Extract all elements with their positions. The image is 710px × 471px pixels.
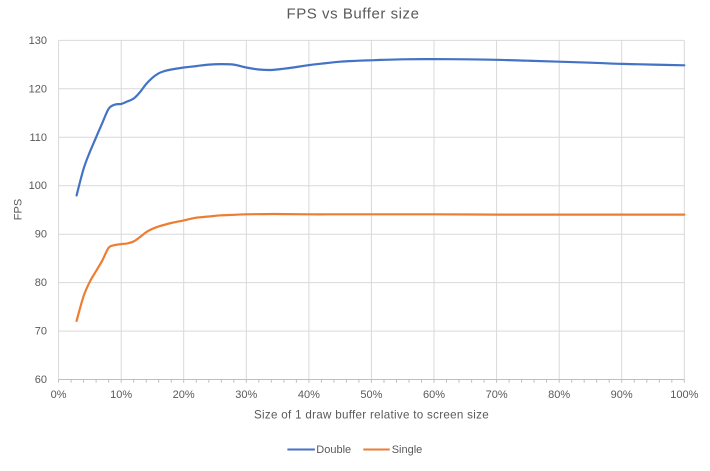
svg-text:FPS vs Buffer size: FPS vs Buffer size (287, 6, 420, 23)
svg-text:Double: Double (316, 444, 351, 456)
svg-text:20%: 20% (173, 389, 195, 401)
svg-text:30%: 30% (235, 389, 257, 401)
svg-text:50%: 50% (360, 389, 382, 401)
svg-text:70%: 70% (486, 389, 508, 401)
svg-text:120: 120 (29, 83, 47, 95)
svg-text:130: 130 (29, 35, 47, 47)
svg-text:80: 80 (35, 277, 47, 289)
svg-text:100: 100 (29, 180, 47, 192)
svg-text:Single: Single (392, 444, 423, 456)
svg-text:110: 110 (29, 132, 47, 144)
svg-text:FPS: FPS (12, 199, 24, 220)
svg-text:90%: 90% (611, 389, 633, 401)
svg-text:60%: 60% (423, 389, 445, 401)
svg-text:100%: 100% (670, 389, 698, 401)
svg-text:90: 90 (35, 229, 47, 241)
svg-text:10%: 10% (110, 389, 132, 401)
svg-text:0%: 0% (51, 389, 67, 401)
svg-text:60: 60 (35, 374, 47, 386)
svg-text:Size of 1 draw buffer relative: Size of 1 draw buffer relative to screen… (254, 409, 489, 422)
svg-text:40%: 40% (298, 389, 320, 401)
svg-text:70: 70 (35, 326, 47, 338)
svg-text:80%: 80% (548, 389, 570, 401)
